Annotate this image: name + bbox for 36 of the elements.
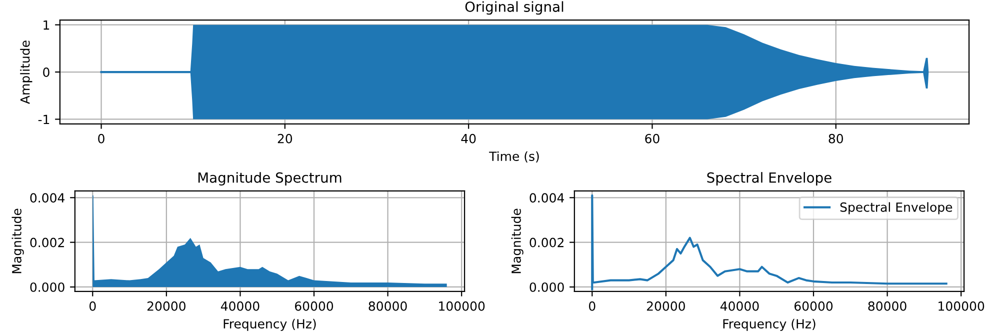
x-axis-title: Time (s)	[489, 151, 539, 162]
x-tick-label: 80000	[368, 301, 407, 311]
chart-title: Spectral Envelope	[707, 172, 832, 186]
y-tick-label: 0.004	[30, 193, 64, 203]
x-tick-label: 20000	[646, 301, 685, 311]
x-tick-label: 0	[89, 301, 96, 311]
x-tick-label: 100000	[439, 301, 485, 311]
y-axis-title: Amplitude	[20, 40, 32, 104]
x-tick-label: 40	[461, 134, 476, 144]
y-tick-label: 0.000	[30, 282, 64, 292]
x-tick-label: 80	[828, 134, 844, 144]
y-tick-label: 0.002	[530, 238, 564, 248]
x-tick-label: 40000	[220, 301, 260, 311]
x-axis-title: Frequency (Hz)	[224, 318, 316, 331]
y-tick-label: -1	[38, 114, 50, 124]
y-tick-label: 1	[44, 20, 50, 30]
x-tick-label: 80000	[868, 301, 906, 311]
x-tick-label: 100000	[938, 301, 984, 311]
y-axis-title: Magnitude	[511, 208, 524, 274]
y-tick-label: 0.004	[530, 193, 564, 203]
x-tick-label: 0	[588, 301, 596, 311]
x-tick-label: 60000	[794, 301, 833, 311]
x-tick-label: 0	[98, 134, 104, 144]
x-tick-label: 60	[645, 134, 660, 144]
x-tick-label: 60000	[294, 301, 334, 311]
y-axis-title: Magnitude	[12, 208, 24, 274]
y-tick-label: 0.002	[30, 238, 64, 248]
legend-label: Spectral Envelope	[840, 202, 952, 214]
y-tick-label: 0	[43, 67, 50, 77]
x-axis-title: Frequency (Hz)	[723, 318, 816, 331]
x-tick-label: 20	[278, 134, 292, 144]
x-tick-label: 20000	[147, 301, 186, 311]
chart-title: Original signal	[465, 1, 564, 15]
y-tick-label: 0.000	[530, 282, 564, 292]
x-tick-label: 40000	[720, 301, 759, 311]
chart-title: Magnitude Spectrum	[198, 172, 342, 186]
